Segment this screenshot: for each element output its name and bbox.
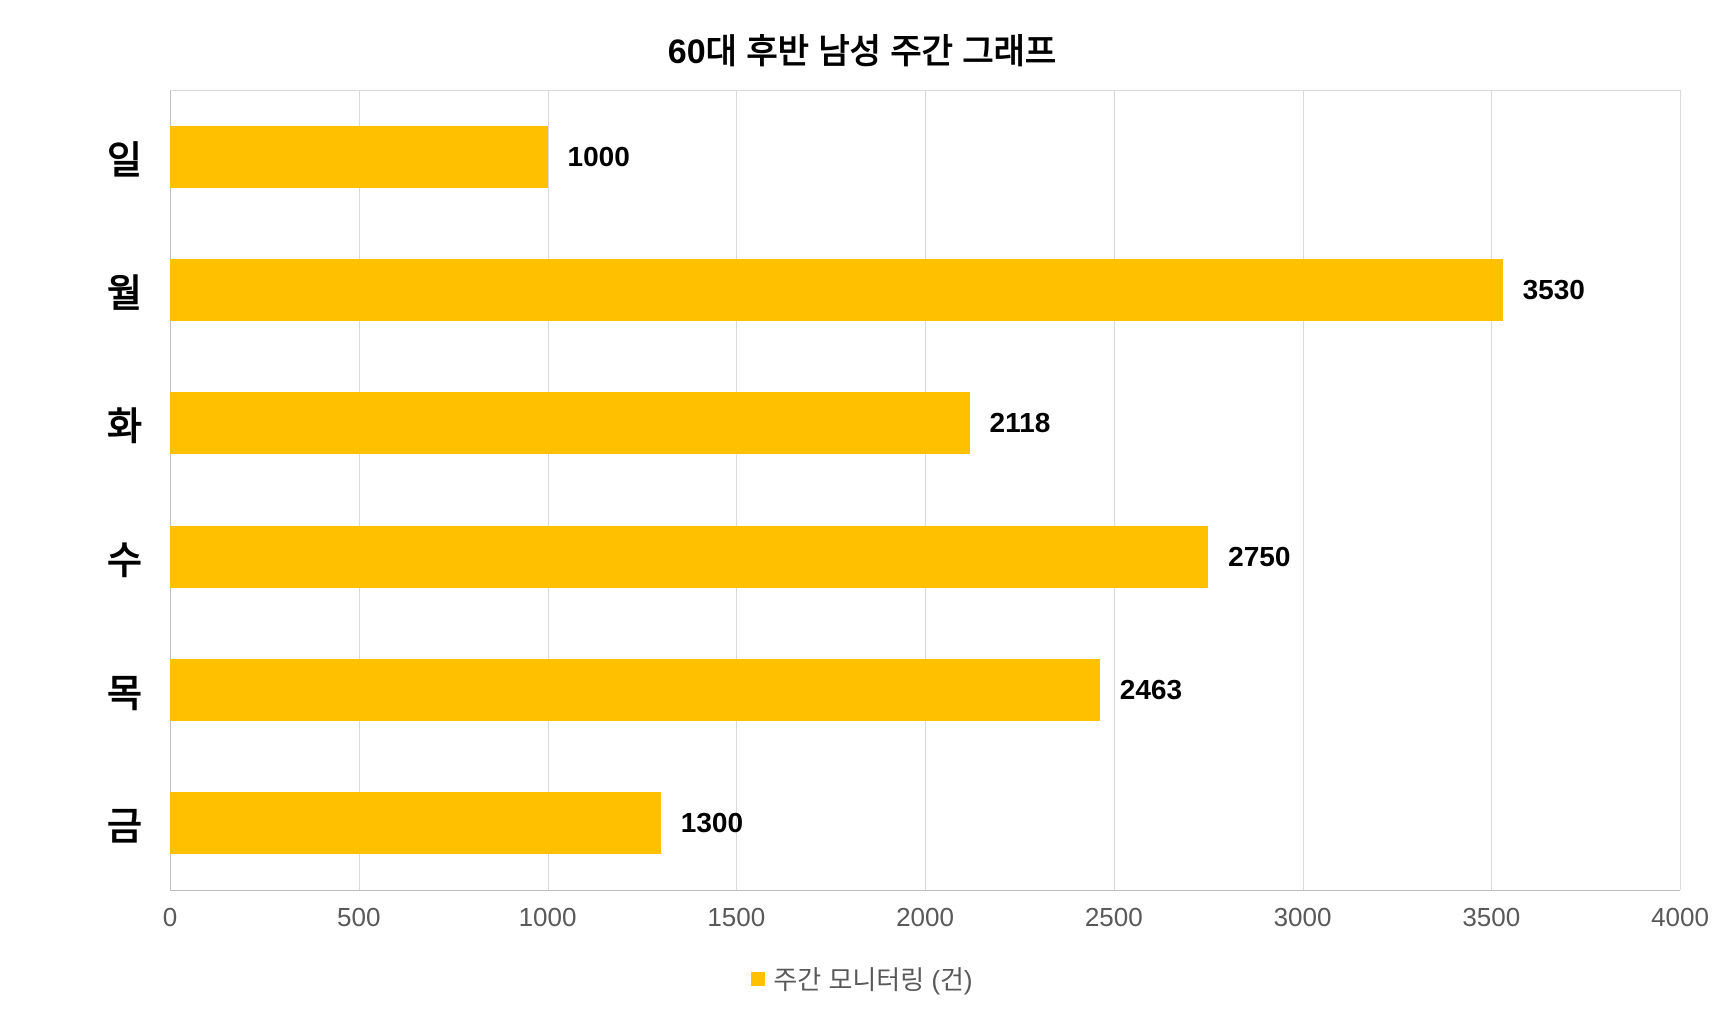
legend-swatch — [751, 972, 765, 986]
bar — [170, 126, 548, 188]
y-category-label: 월 — [107, 262, 170, 317]
x-tick-label: 3000 — [1274, 890, 1332, 933]
x-tick-label: 2000 — [896, 890, 954, 933]
bar — [170, 526, 1208, 588]
bar-value-label: 3530 — [1523, 274, 1585, 306]
legend: 주간 모니터링 (건) — [0, 960, 1724, 997]
x-tick-label: 1500 — [707, 890, 765, 933]
x-tick-label: 4000 — [1651, 890, 1709, 933]
x-tick-label: 2500 — [1085, 890, 1143, 933]
x-axis-line — [170, 890, 1680, 891]
x-tick-label: 500 — [337, 890, 380, 933]
y-category-label: 금 — [107, 796, 170, 851]
y-category-label: 수 — [107, 529, 170, 584]
gridline — [1680, 90, 1681, 890]
chart-title: 60대 후반 남성 주간 그래프 — [0, 24, 1724, 73]
bar-value-label: 1300 — [681, 807, 743, 839]
y-category-label: 일 — [107, 129, 170, 184]
y-category-label: 화 — [107, 396, 170, 451]
bar-slot: 화2118 — [170, 357, 1680, 490]
x-tick-label: 0 — [163, 890, 177, 933]
bar-slot: 금1300 — [170, 757, 1680, 890]
x-tick-label: 1000 — [519, 890, 577, 933]
y-category-label: 목 — [107, 662, 170, 717]
bar-slot: 월3530 — [170, 223, 1680, 356]
bar-value-label: 2463 — [1120, 674, 1182, 706]
bar-value-label: 2118 — [990, 407, 1051, 439]
bar — [170, 392, 970, 454]
plot-area: 05001000150020002500300035004000일1000월35… — [170, 90, 1680, 890]
bar-value-label: 2750 — [1228, 541, 1290, 573]
bar-slot: 목2463 — [170, 623, 1680, 756]
bar-slot: 수2750 — [170, 490, 1680, 623]
legend-label: 주간 모니터링 (건) — [773, 960, 972, 997]
bar-value-label: 1000 — [568, 141, 630, 173]
bar — [170, 259, 1503, 321]
chart-container: 60대 후반 남성 주간 그래프 05001000150020002500300… — [0, 0, 1724, 1033]
bar — [170, 659, 1100, 721]
bar — [170, 792, 661, 854]
bar-slot: 일1000 — [170, 90, 1680, 223]
x-tick-label: 3500 — [1462, 890, 1520, 933]
